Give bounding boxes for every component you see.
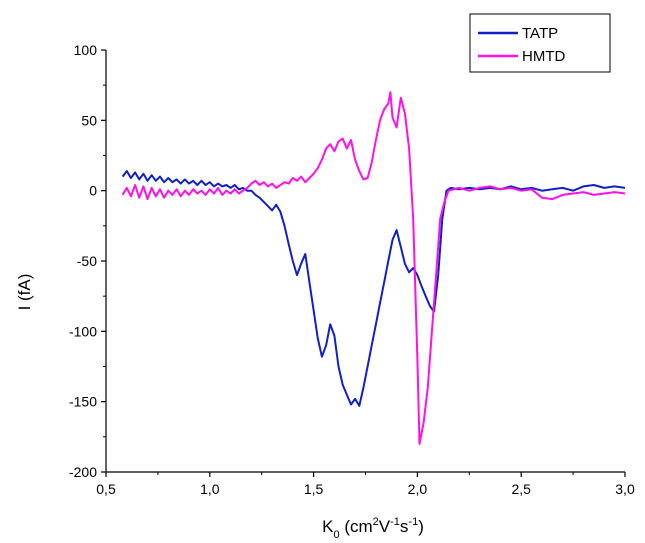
y-axis-title: I (fA)	[15, 274, 34, 311]
legend-label-tatp: TATP	[522, 25, 558, 42]
series-line-hmtd	[121, 91, 626, 445]
x-tick-label: 2,5	[511, 481, 531, 497]
x-tick-label: 1,5	[304, 481, 324, 497]
legend-box	[469, 13, 611, 73]
x-tick-label: 1,0	[200, 481, 220, 497]
legend: TATP HMTD	[469, 13, 611, 73]
x-axis-title: K0 (cm2V-1s-1)	[322, 516, 424, 541]
tick-layer: 0,5 1,0 1,5 2,0 2,5 3,0 -200 -150 -100 -50 0 50 100	[69, 42, 635, 497]
x-tick-label: 3,0	[615, 481, 635, 497]
y-tick-label: -150	[69, 394, 97, 410]
series-line-tatp	[121, 170, 626, 407]
x-tick-label: 0,5	[96, 481, 116, 497]
legend-label-hmtd: HMTD	[522, 48, 565, 65]
series-layer	[121, 91, 626, 445]
y-tick-label: 50	[81, 112, 97, 128]
x-tick-label: 2,0	[408, 481, 428, 497]
plot-axes	[105, 50, 625, 473]
y-tick-label: 100	[74, 42, 98, 58]
y-tick-label: -50	[77, 253, 97, 269]
y-tick-label: -200	[69, 464, 97, 480]
y-tick-label: -100	[69, 323, 97, 339]
y-tick-label: 0	[89, 183, 97, 199]
